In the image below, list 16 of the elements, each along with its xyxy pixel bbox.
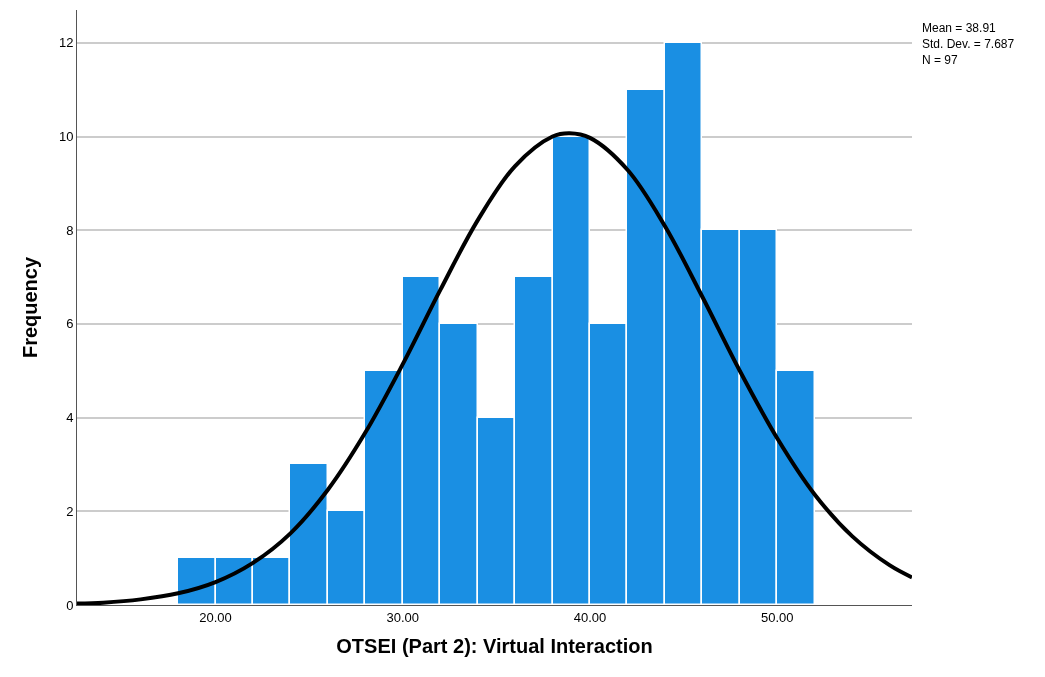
x-tick-label: 40.00 — [573, 609, 607, 625]
y-tick-label: 8 — [66, 222, 74, 238]
y-tick-label: 10 — [58, 129, 74, 145]
x-axis-title: OTSEI (Part 2): Virtual Interaction — [336, 635, 653, 658]
y-axis-title: Frequency — [19, 256, 42, 359]
x-tick-label: 20.00 — [199, 609, 232, 625]
x-tick-label: 30.00 — [386, 609, 420, 625]
y-tick-label: 6 — [66, 316, 74, 332]
y-tick-label: 4 — [66, 410, 74, 426]
text: Std. Dev. = 7.687 — [922, 37, 1015, 51]
y-tick-label: 2 — [66, 503, 74, 519]
y-tick-label: 12 — [58, 35, 74, 51]
y-tick-label: 0 — [66, 597, 74, 613]
x-tick-label: 50.00 — [760, 609, 794, 625]
text: N = 97 — [922, 53, 959, 67]
text: Mean = 38.91 — [922, 21, 997, 35]
